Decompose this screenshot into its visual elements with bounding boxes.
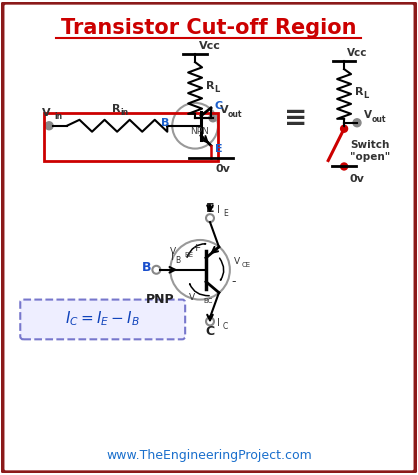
Text: L: L bbox=[363, 92, 368, 100]
Circle shape bbox=[341, 163, 348, 170]
Text: BE: BE bbox=[184, 252, 193, 258]
Circle shape bbox=[353, 119, 361, 127]
Text: E: E bbox=[206, 202, 214, 215]
Text: +: + bbox=[191, 243, 201, 253]
Text: Switch: Switch bbox=[350, 140, 390, 150]
Text: E: E bbox=[223, 209, 228, 218]
Text: R: R bbox=[206, 81, 214, 91]
Text: V: V bbox=[234, 257, 240, 266]
Text: V: V bbox=[42, 108, 51, 118]
FancyBboxPatch shape bbox=[20, 300, 185, 339]
Text: www.TheEngineeringProject.com: www.TheEngineeringProject.com bbox=[106, 449, 312, 462]
Circle shape bbox=[341, 125, 348, 132]
FancyArrowPatch shape bbox=[190, 284, 209, 296]
Text: in: in bbox=[120, 108, 128, 117]
Text: B: B bbox=[161, 118, 169, 128]
Text: out: out bbox=[228, 110, 242, 119]
Text: BC: BC bbox=[203, 297, 212, 304]
Text: NPN: NPN bbox=[190, 127, 209, 136]
Text: V: V bbox=[364, 110, 372, 120]
Text: C: C bbox=[205, 325, 214, 338]
Text: out: out bbox=[372, 115, 386, 124]
Text: C: C bbox=[223, 322, 228, 331]
Text: I: I bbox=[217, 205, 220, 215]
Bar bbox=[44, 113, 218, 161]
Text: I: I bbox=[171, 252, 174, 262]
Text: V: V bbox=[220, 105, 229, 115]
Text: Vcc: Vcc bbox=[199, 41, 221, 51]
Text: R: R bbox=[355, 87, 364, 97]
Text: -: - bbox=[232, 275, 236, 288]
Text: C: C bbox=[215, 101, 223, 111]
Text: R: R bbox=[112, 104, 120, 114]
Text: V: V bbox=[189, 293, 195, 302]
Circle shape bbox=[45, 122, 53, 130]
Text: V: V bbox=[170, 247, 176, 257]
Text: B: B bbox=[176, 256, 181, 265]
Text: Vcc: Vcc bbox=[347, 48, 367, 58]
Text: I: I bbox=[217, 318, 220, 328]
FancyBboxPatch shape bbox=[3, 2, 415, 473]
Text: B: B bbox=[142, 261, 151, 274]
Text: CE: CE bbox=[242, 262, 251, 268]
Text: 0v: 0v bbox=[216, 164, 231, 174]
Text: "open": "open" bbox=[350, 152, 390, 162]
Text: E: E bbox=[215, 143, 223, 153]
Text: $I_C = I_E - I_B$: $I_C = I_E - I_B$ bbox=[65, 309, 140, 328]
FancyArrowPatch shape bbox=[219, 258, 224, 280]
Text: in: in bbox=[54, 112, 62, 121]
Text: Transistor Cut-off Region: Transistor Cut-off Region bbox=[61, 19, 357, 38]
Text: PNP: PNP bbox=[146, 293, 175, 306]
Circle shape bbox=[209, 114, 217, 122]
FancyArrowPatch shape bbox=[187, 244, 206, 257]
Text: L: L bbox=[214, 86, 219, 95]
Text: 0v: 0v bbox=[349, 174, 364, 184]
Text: ≡: ≡ bbox=[284, 104, 307, 132]
